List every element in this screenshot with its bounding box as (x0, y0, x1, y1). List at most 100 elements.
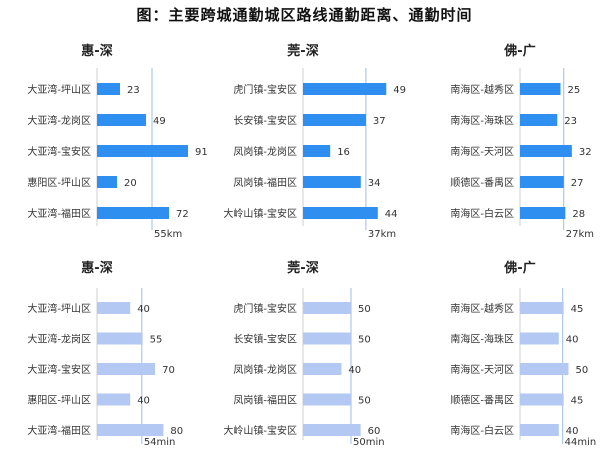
data-label: 45 (571, 396, 584, 407)
bar (520, 176, 564, 188)
category-label: 南海区-白云区 (450, 424, 514, 437)
data-label: 70 (162, 365, 175, 376)
bar (303, 363, 342, 375)
panel-title: 莞-深 (287, 43, 318, 59)
panel-title: 佛-广 (503, 260, 535, 276)
data-label: 40 (348, 365, 361, 376)
panel-title: 惠-深 (81, 43, 112, 59)
data-label: 50 (358, 396, 371, 407)
data-label: 34 (368, 178, 381, 189)
category-label: 南海区-越秀区 (450, 302, 514, 315)
bar (520, 207, 566, 219)
bar (303, 83, 387, 95)
data-label: 40 (137, 396, 150, 407)
category-label: 凤岗镇-龙岗区 (233, 363, 297, 376)
data-label: 45 (571, 304, 584, 315)
category-label: 长安镇-宝安区 (233, 114, 297, 127)
data-label: 23 (564, 116, 577, 127)
category-label: 大亚湾-龙岗区 (27, 114, 91, 127)
bar (97, 176, 117, 188)
bar (303, 176, 361, 188)
category-label: 虎门镇-宝安区 (233, 83, 297, 96)
bar (520, 83, 561, 95)
bar (97, 363, 156, 375)
data-label: 50 (576, 365, 589, 376)
bar (303, 114, 366, 126)
data-label: 50 (358, 335, 371, 346)
data-label: 32 (579, 147, 592, 158)
bar (303, 332, 351, 345)
data-label: 49 (153, 116, 166, 127)
bar (97, 424, 164, 436)
bar (303, 302, 351, 314)
category-label: 凤岗镇-福田区 (233, 176, 297, 189)
category-label: 大岭山镇-宝安区 (223, 424, 297, 437)
category-label: 大亚湾-福田区 (27, 207, 91, 220)
category-label: 惠阳区-坪山区 (27, 176, 91, 189)
category-label: 大岭山镇-宝安区 (223, 207, 297, 220)
data-label: 60 (368, 426, 381, 437)
bar (520, 302, 564, 314)
bar (520, 393, 564, 406)
bar (303, 207, 378, 219)
category-label: 南海区-天河区 (450, 363, 514, 376)
panel-title: 惠-深 (81, 260, 112, 276)
data-label: 50 (358, 304, 371, 315)
category-label: 南海区-海珠区 (450, 114, 514, 127)
data-label: 55 (150, 335, 163, 346)
reference-label: 50min (353, 437, 385, 448)
reference-label: 37km (368, 229, 396, 240)
data-label: 80 (170, 426, 183, 437)
bar (97, 302, 131, 314)
category-label: 南海区-天河区 (450, 145, 514, 158)
data-label: 44 (385, 209, 398, 220)
reference-label: 55km (154, 229, 182, 240)
category-label: 惠阳区-坪山区 (27, 394, 91, 407)
category-label: 南海区-白云区 (450, 207, 514, 220)
category-label: 南海区-海珠区 (450, 333, 514, 346)
bar (520, 114, 558, 126)
data-label: 40 (137, 304, 150, 315)
data-label: 91 (195, 147, 208, 158)
data-label: 16 (337, 147, 350, 158)
data-label: 40 (566, 426, 579, 437)
reference-label: 54min (144, 437, 176, 448)
reference-label: 27km (566, 229, 594, 240)
bar (520, 363, 569, 375)
category-label: 大亚湾-龙岗区 (27, 333, 91, 346)
page-title: 图：主要跨城通勤城区路线通勤距离、通勤时间 (136, 6, 473, 24)
category-label: 大亚湾-坪山区 (27, 302, 91, 315)
bar (97, 332, 143, 345)
data-label: 49 (393, 85, 406, 96)
bar (520, 145, 572, 157)
data-label: 25 (568, 85, 581, 96)
bar (303, 424, 361, 436)
category-label: 顺德区-番禺区 (450, 176, 514, 189)
bar (520, 332, 559, 345)
bar (303, 145, 331, 157)
data-label: 20 (124, 178, 137, 189)
bar (97, 393, 131, 406)
panel-title: 莞-深 (287, 260, 318, 276)
bar (97, 207, 169, 219)
category-label: 大亚湾-福田区 (27, 424, 91, 437)
category-label: 凤岗镇-龙岗区 (233, 145, 297, 158)
bar (520, 424, 559, 436)
data-label: 72 (176, 209, 189, 220)
category-label: 大亚湾-宝安区 (27, 363, 91, 376)
category-label: 南海区-越秀区 (450, 83, 514, 96)
category-label: 长安镇-宝安区 (233, 333, 297, 346)
bar (303, 393, 351, 406)
category-label: 大亚湾-坪山区 (27, 83, 91, 96)
data-label: 40 (566, 335, 579, 346)
bar (97, 114, 146, 126)
category-label: 顺德区-番禺区 (450, 394, 514, 407)
bar (97, 145, 188, 157)
data-label: 37 (373, 116, 386, 127)
panel-title: 佛-广 (503, 43, 535, 59)
category-label: 虎门镇-宝安区 (233, 302, 297, 315)
bar (97, 83, 120, 95)
reference-label: 44min (565, 437, 597, 448)
data-label: 28 (572, 209, 585, 220)
